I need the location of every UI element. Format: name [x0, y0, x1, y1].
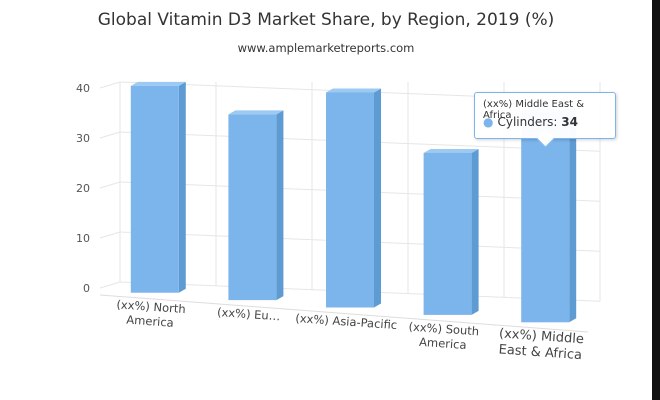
tooltip-header: (xx%) Middle East & Africa [483, 99, 585, 121]
floor-edge [99, 294, 589, 333]
bar-front [423, 152, 472, 315]
bar-top [130, 81, 186, 86]
bar-front [228, 114, 277, 301]
side-gridline [99, 231, 121, 239]
side-gridline [99, 281, 121, 289]
bar-top [423, 148, 479, 153]
x-tick-label: (xx%) Asia-Pacific [295, 311, 398, 332]
tooltip-value: 34 [561, 115, 578, 129]
bar-top [228, 110, 284, 115]
bar-side [569, 108, 577, 323]
bar-side [374, 88, 381, 308]
side-gridline [99, 81, 121, 89]
x-tick-label: (xx%) NorthAmerica [115, 297, 186, 330]
tooltip-series-label: Cylinders: [497, 115, 562, 129]
bar[interactable] [130, 81, 186, 293]
bar-front [130, 85, 179, 293]
x-tick-label: (xx%) SouthAmerica [407, 319, 479, 352]
bar-top [326, 88, 381, 93]
y-tick-label: 10 [76, 232, 90, 245]
y-tick-label: 20 [76, 182, 90, 195]
bar[interactable] [228, 110, 284, 301]
x-tick-label: (xx%) Eu… [217, 305, 281, 323]
x-tick-label: (xx%) MiddleEast & Africa [497, 326, 584, 363]
bar[interactable] [423, 148, 479, 315]
bar-side [276, 110, 284, 301]
bar[interactable] [326, 88, 381, 308]
side-gridline [99, 131, 121, 139]
y-tick-label: 0 [83, 282, 90, 295]
chart-subtitle: www.amplemarketreports.com [237, 41, 415, 55]
window-edge-strip [652, 0, 660, 400]
y-tick-label: 40 [76, 82, 90, 95]
side-gridline [99, 181, 121, 189]
tooltip: (xx%) Middle East & Africa ● Cylinders: 3… [474, 92, 616, 148]
chart-title: Global Vitamin D3 Market Share, by Regio… [97, 10, 555, 30]
series-dot-icon: ● [483, 115, 494, 129]
tooltip-row: ● Cylinders: 34 [483, 115, 578, 129]
bar-front [326, 92, 374, 308]
y-tick-label: 30 [76, 132, 90, 145]
bar-side [471, 148, 479, 315]
bar-side [178, 81, 186, 293]
